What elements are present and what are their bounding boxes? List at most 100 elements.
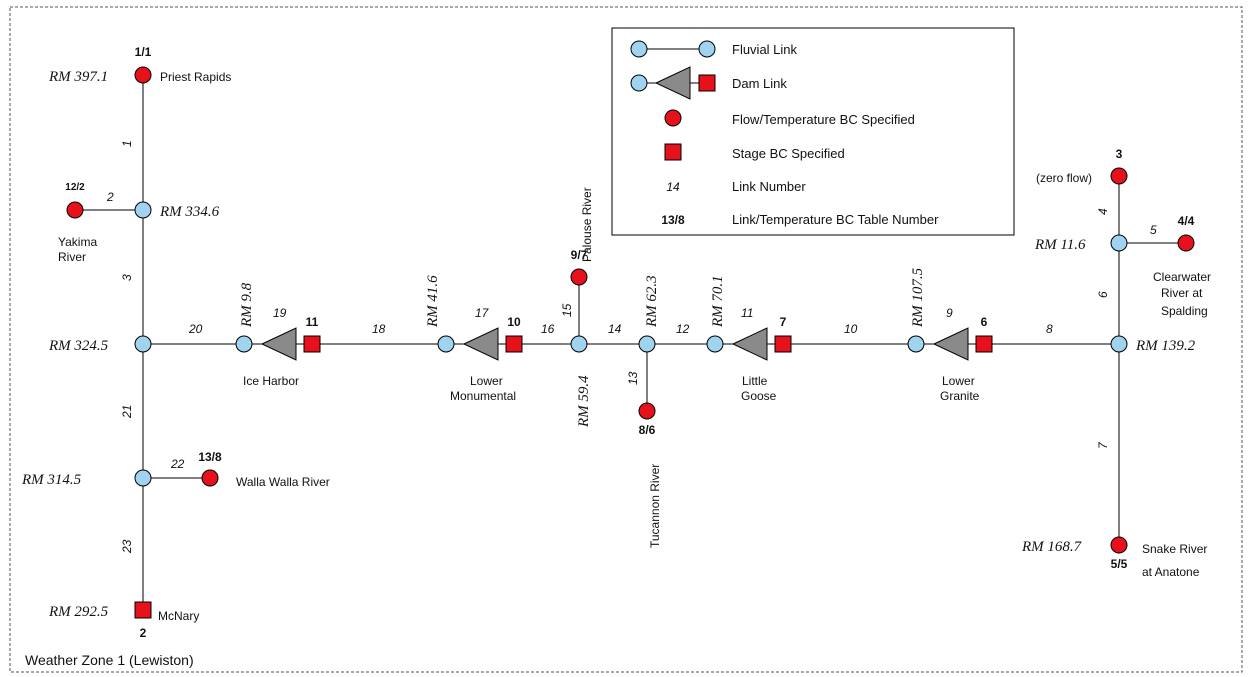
link-number: 18	[372, 322, 386, 336]
table-number: 10	[507, 315, 521, 329]
node-rm70-1[interactable]	[706, 335, 724, 353]
place-label: (zero flow)	[1036, 171, 1092, 185]
node-rm59-4[interactable]	[570, 335, 588, 353]
lower-monumental-stage-node[interactable]	[505, 335, 523, 353]
rm-label: RM 11.6	[1034, 237, 1086, 253]
ice-harbor-dam-icon[interactable]	[260, 327, 297, 361]
link-number: 6	[1096, 291, 1110, 298]
legend-flow-bc-icon	[664, 109, 682, 127]
place-label: Monumental	[450, 389, 516, 403]
table-number: 3	[1116, 147, 1123, 161]
clearwater-bc-node[interactable]	[1177, 234, 1195, 252]
node-rm314[interactable]	[134, 469, 152, 487]
tucannon-bc-node[interactable]	[638, 402, 656, 420]
place-label: River at	[1161, 286, 1203, 300]
ice-harbor-stage-node[interactable]	[303, 335, 321, 353]
place-label: at Anatone	[1142, 565, 1200, 579]
river-mile-labels: RM 397.1 RM 334.6 RM 324.5 RM 314.5 RM 2…	[21, 69, 1196, 620]
link-number: 20	[188, 322, 203, 336]
place-label: Goose	[741, 389, 777, 403]
place-label: Lower	[470, 374, 503, 388]
mcnary-stage-node[interactable]	[134, 601, 152, 619]
link-number: 11	[741, 306, 753, 320]
rm-label: RM 292.5	[48, 604, 109, 620]
legend-stage-bc-icon	[664, 143, 682, 161]
table-number: 13/8	[198, 450, 222, 464]
rm-label: RM 41.6	[425, 275, 441, 328]
link-number: 16	[541, 322, 555, 336]
table-number: 11	[306, 315, 319, 329]
table-number: 6	[981, 315, 988, 329]
legend-label: Link/Temperature BC Table Number	[732, 212, 939, 227]
little-goose-dam-icon[interactable]	[731, 327, 768, 361]
legend-sample: 14	[666, 180, 680, 194]
place-label: Priest Rapids	[160, 70, 231, 84]
anatone-bc-node[interactable]	[1110, 536, 1128, 554]
table-number: 12/2	[65, 182, 85, 193]
legend: Fluvial Link Dam Link Flow/Temperature B…	[611, 27, 1015, 236]
legend-fluvial-node-icon	[630, 40, 648, 58]
place-labels: Priest Rapids Yakima River Walla Walla R…	[58, 70, 1211, 623]
rm-label: RM 59.4	[576, 375, 592, 428]
link-number: 2	[106, 190, 114, 204]
node-rm62-3[interactable]	[638, 335, 656, 353]
yakima-bc-node[interactable]	[66, 201, 84, 219]
node-rm334[interactable]	[134, 201, 152, 219]
lower-monumental-dam-icon[interactable]	[462, 327, 499, 361]
link-number: 1	[120, 140, 134, 147]
rm-label: RM 324.5	[48, 338, 109, 354]
node-rm107-5[interactable]	[907, 335, 925, 353]
legend-label: Link Number	[732, 179, 806, 194]
table-number: 2	[140, 626, 147, 640]
link-numbers: 1 2 3 20 19 18 17 16 15 14 12 13 11 10 9…	[106, 140, 1157, 554]
legend-sample: 13/8	[661, 213, 685, 227]
link-number: 9	[946, 306, 953, 320]
link-number: 13	[626, 371, 640, 385]
link-number: 22	[170, 457, 185, 471]
zero-flow-bc-node[interactable]	[1110, 167, 1128, 185]
link-number: 5	[1150, 223, 1157, 237]
place-label: McNary	[158, 609, 199, 623]
link-number: 21	[120, 405, 134, 419]
little-goose-stage-node[interactable]	[774, 335, 792, 353]
lower-granite-stage-node[interactable]	[975, 335, 993, 353]
place-label: Granite	[940, 389, 980, 403]
node-rm139-2[interactable]	[1110, 335, 1128, 353]
place-label: Tucannon River	[648, 464, 662, 548]
table-numbers: 1/1 12/2 13/8 2 11 10 9/7 8/6 7 6 3 4/4 …	[65, 45, 1194, 640]
node-rm41-6[interactable]	[437, 335, 455, 353]
link-number: 14	[608, 322, 622, 336]
link-number: 3	[120, 274, 134, 281]
rm-label: RM 107.5	[910, 267, 926, 328]
place-label: Little	[742, 374, 768, 388]
place-label: Palouse River	[580, 187, 594, 262]
link-number: 10	[844, 322, 858, 336]
priest-rapids-bc-node[interactable]	[134, 66, 152, 84]
node-rm9-8[interactable]	[235, 335, 253, 353]
palouse-bc-node[interactable]	[570, 268, 588, 286]
link-number: 4	[1096, 208, 1110, 215]
link-number: 19	[273, 306, 287, 320]
node-rm324[interactable]	[134, 335, 152, 353]
link-number: 23	[120, 539, 134, 554]
rm-label: RM 139.2	[1135, 338, 1196, 354]
place-label: Clearwater	[1153, 270, 1211, 284]
place-label: Snake River	[1142, 542, 1207, 556]
table-number: 5/5	[1111, 557, 1128, 571]
weather-zone-label: Weather Zone 1 (Lewiston)	[25, 652, 194, 668]
legend-label: Dam Link	[732, 76, 787, 91]
link-number: 17	[475, 306, 490, 320]
lower-granite-dam-icon[interactable]	[932, 327, 969, 361]
place-label: Spalding	[1161, 304, 1208, 318]
node-rm11-6[interactable]	[1110, 234, 1128, 252]
link-number: 15	[560, 303, 574, 317]
link-number: 8	[1046, 322, 1053, 336]
table-number: 8/6	[639, 423, 656, 437]
legend-stage-icon	[698, 74, 716, 92]
legend-label: Flow/Temperature BC Specified	[732, 112, 915, 127]
walla-walla-bc-node[interactable]	[201, 469, 219, 487]
rm-label: RM 168.7	[1021, 539, 1083, 555]
table-number: 9/7	[571, 248, 588, 262]
place-label: River	[58, 250, 86, 264]
rm-label: RM 9.8	[239, 282, 255, 328]
